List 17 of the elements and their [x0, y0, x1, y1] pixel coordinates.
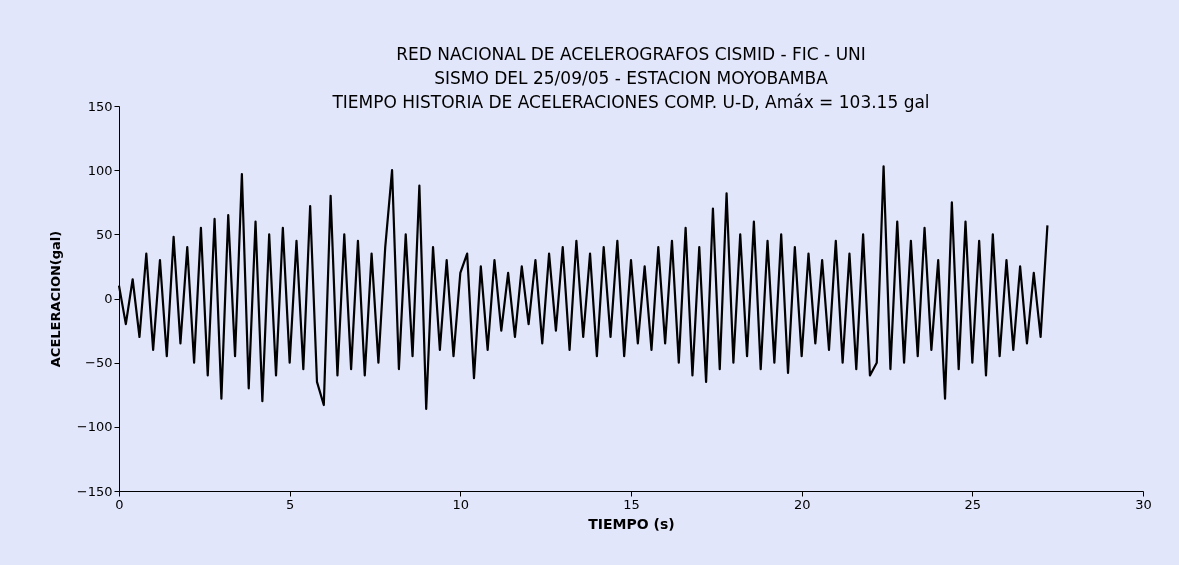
y-tick-label: 150: [87, 98, 113, 114]
y-axis-title: ACELERACION(gal): [47, 230, 63, 368]
y-tick-label: −150: [76, 483, 113, 499]
x-tick-label: 10: [452, 496, 470, 512]
x-tick-label: 20: [793, 496, 811, 512]
y-tick-label: 100: [87, 162, 113, 178]
x-tick-label: 0: [115, 496, 124, 512]
y-tick-label: −50: [85, 355, 113, 371]
x-axis-title: TIEMPO (s): [588, 515, 675, 532]
y-tick-label: 50: [95, 226, 113, 242]
y-tick-label: −100: [76, 419, 113, 435]
x-tick-label: 5: [286, 496, 295, 512]
chart-title: RED NACIONAL DE ACELEROGRAFOS CISMID - FIC - UNI SISMO DEL 25/09/05 - ESTACION MOYOBAMBA TIEMPO HISTORIA DE ACELERACIONES COMP. U-D, Amáx = 103.15 gal: [331, 44, 930, 112]
y-tick-label: 0: [104, 291, 113, 306]
x-tick-label: 25: [964, 496, 982, 512]
x-tick-label: 15: [623, 496, 640, 512]
x-tick-label: 30: [1135, 496, 1152, 512]
